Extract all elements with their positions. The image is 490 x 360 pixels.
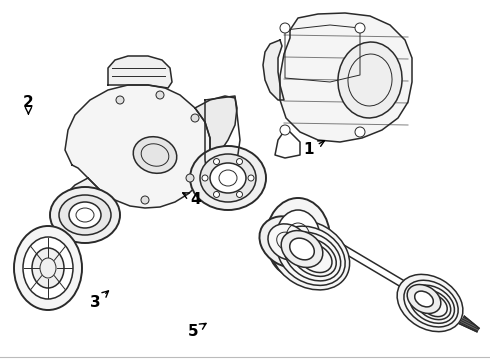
Ellipse shape [410,285,454,323]
Text: 3: 3 [90,291,108,310]
Text: 5: 5 [188,323,206,339]
Circle shape [116,96,124,104]
Circle shape [237,192,243,197]
Circle shape [355,23,365,33]
Circle shape [156,91,164,99]
Ellipse shape [210,163,246,193]
Ellipse shape [133,137,177,173]
Circle shape [202,175,208,181]
Ellipse shape [268,224,308,260]
Ellipse shape [276,210,320,266]
Ellipse shape [200,154,256,202]
Circle shape [355,127,365,137]
Circle shape [214,158,220,165]
Polygon shape [263,40,284,100]
Circle shape [214,192,220,197]
Circle shape [237,158,243,165]
Ellipse shape [281,230,323,267]
Ellipse shape [407,284,441,314]
Ellipse shape [259,216,317,268]
Circle shape [141,196,149,204]
Circle shape [280,125,290,135]
Polygon shape [108,56,172,88]
Polygon shape [195,96,237,160]
Ellipse shape [338,42,402,118]
Ellipse shape [59,195,111,235]
Ellipse shape [284,232,341,281]
Text: 2: 2 [23,95,34,114]
Polygon shape [280,13,412,142]
Ellipse shape [421,294,447,317]
Polygon shape [65,85,210,208]
Ellipse shape [415,291,433,307]
Circle shape [191,114,199,122]
Ellipse shape [14,226,82,310]
Ellipse shape [32,248,64,288]
Ellipse shape [270,220,350,290]
Ellipse shape [266,198,330,278]
Ellipse shape [69,202,101,228]
Ellipse shape [290,238,314,260]
Circle shape [248,175,254,181]
Ellipse shape [397,274,463,332]
Text: 4: 4 [183,192,201,207]
Ellipse shape [292,238,336,276]
Ellipse shape [416,290,451,320]
Ellipse shape [404,280,458,327]
Ellipse shape [50,187,120,243]
Text: 1: 1 [303,141,324,157]
Circle shape [186,174,194,182]
Polygon shape [62,178,100,225]
Circle shape [280,23,290,33]
Ellipse shape [190,146,266,210]
Ellipse shape [298,244,332,273]
Ellipse shape [277,226,345,285]
Ellipse shape [23,237,73,299]
